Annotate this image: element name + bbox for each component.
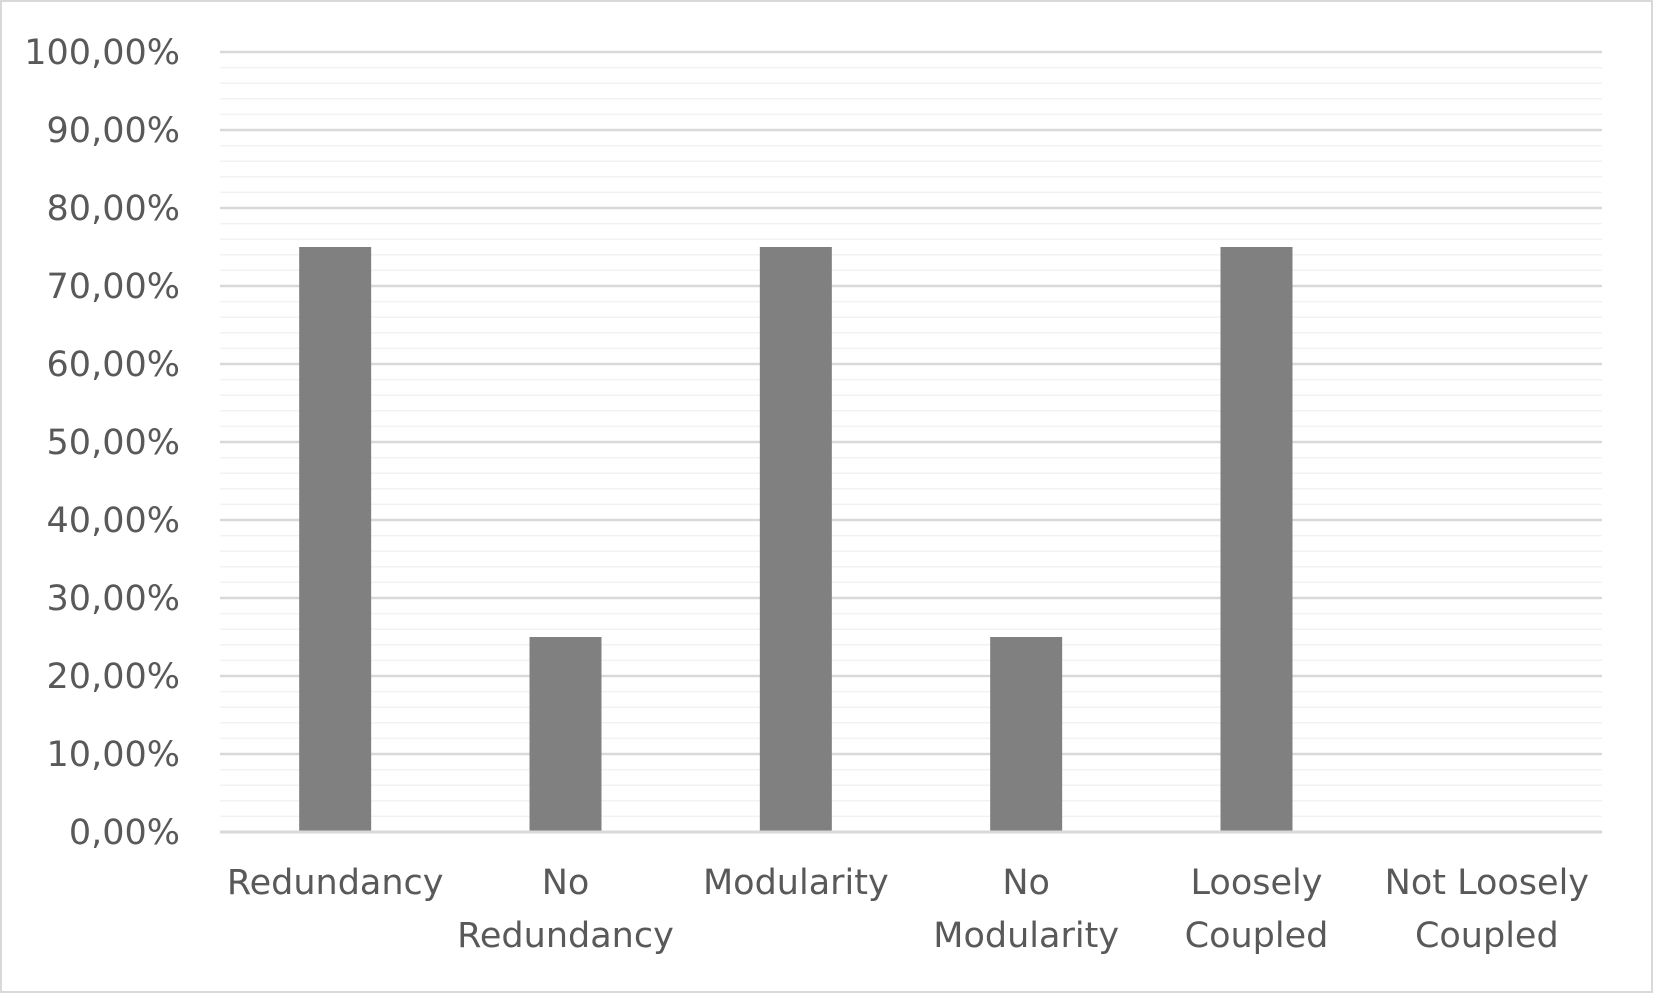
x-category-label: No Redundancy xyxy=(457,863,674,956)
y-axis-tick-labels: 0,00% 10,00% 20,00% 30,00% 40,00% 50,00% 60,00… xyxy=(24,33,180,853)
bar xyxy=(299,247,372,832)
x-category-label-line: Modularity xyxy=(933,916,1119,956)
x-category-label-line: No xyxy=(1002,863,1050,903)
major-gridlines xyxy=(220,50,1602,756)
bar xyxy=(759,247,832,832)
x-category-label-line: Redundancy xyxy=(457,916,674,956)
x-category-label-line: Coupled xyxy=(1185,916,1329,956)
x-category-label: Redundancy xyxy=(227,863,444,903)
y-tick-label: 0,00% xyxy=(69,813,180,853)
x-category-label-line: Redundancy xyxy=(227,863,444,903)
y-tick-label: 20,00% xyxy=(47,657,180,697)
x-category-label-line: No xyxy=(542,863,590,903)
y-tick-label: 70,00% xyxy=(47,267,180,307)
x-category-label-line: Not Loosely xyxy=(1385,863,1589,903)
x-category-label: Modularity xyxy=(703,863,889,903)
y-tick-label: 40,00% xyxy=(47,501,180,541)
minor-gridlines xyxy=(220,66,1602,818)
x-category-label: No Modularity xyxy=(933,863,1119,956)
y-tick-label: 80,00% xyxy=(47,189,180,229)
y-tick-label: 30,00% xyxy=(47,579,180,619)
x-axis-category-labels: Redundancy No Redundancy Modularity No Modula… xyxy=(227,863,1589,956)
y-tick-label: 60,00% xyxy=(47,345,180,385)
bar xyxy=(1220,247,1293,832)
x-category-label-line: Loosely xyxy=(1191,863,1323,903)
bar-series xyxy=(299,247,1293,832)
x-category-label-line: Coupled xyxy=(1415,916,1559,956)
bar xyxy=(529,637,602,832)
x-category-label: Loosely Coupled xyxy=(1185,863,1329,956)
x-category-label: Not Loosely Coupled xyxy=(1385,863,1589,956)
y-tick-label: 100,00% xyxy=(24,33,180,73)
y-tick-label: 50,00% xyxy=(47,423,180,463)
y-tick-label: 10,00% xyxy=(47,735,180,775)
y-tick-label: 90,00% xyxy=(47,111,180,151)
bar xyxy=(990,637,1063,832)
x-category-label-line: Modularity xyxy=(703,863,889,903)
